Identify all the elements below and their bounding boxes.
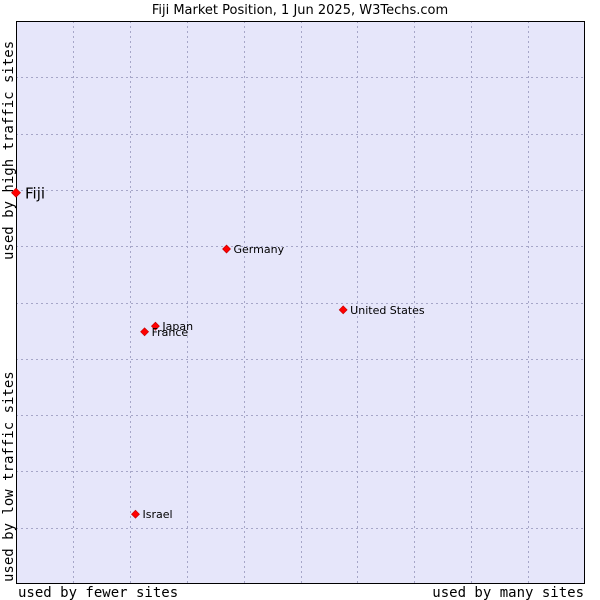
point-marker-germany [222,244,231,254]
point-label-fiji: Fiji [25,185,45,203]
x-axis-label-left: used by fewer sites [18,585,178,600]
plot-area [16,21,585,584]
point-label-france: France [152,326,189,339]
point-label-germany: Germany [234,243,285,256]
x-axis-label-right: used by many sites [432,585,584,600]
point-marker-fiji [11,187,21,198]
point-marker-united-states [338,305,348,315]
point-label-japan: Japan [161,320,193,333]
chart-title: Fiji Market Position, 1 Jun 2025, W3Tech… [152,3,448,18]
grid-lines [16,21,585,584]
point-marker-france [140,327,150,337]
point-label-united-states: United States [350,304,425,317]
point-marker-israel [131,509,140,519]
y-axis-label-top: used by high traffic sites [1,41,17,260]
point-marker-japan [150,321,160,331]
y-axis-label-bottom: used by low traffic sites [1,371,17,582]
plot-frame [16,21,585,584]
point-label-israel: Israel [142,508,172,521]
